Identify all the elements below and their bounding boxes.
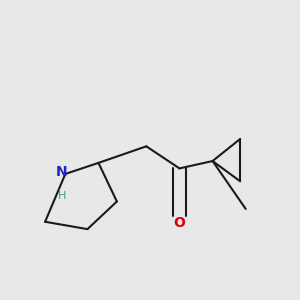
Text: N: N [56, 165, 68, 179]
Text: H: H [58, 191, 66, 201]
Text: O: O [173, 216, 185, 230]
